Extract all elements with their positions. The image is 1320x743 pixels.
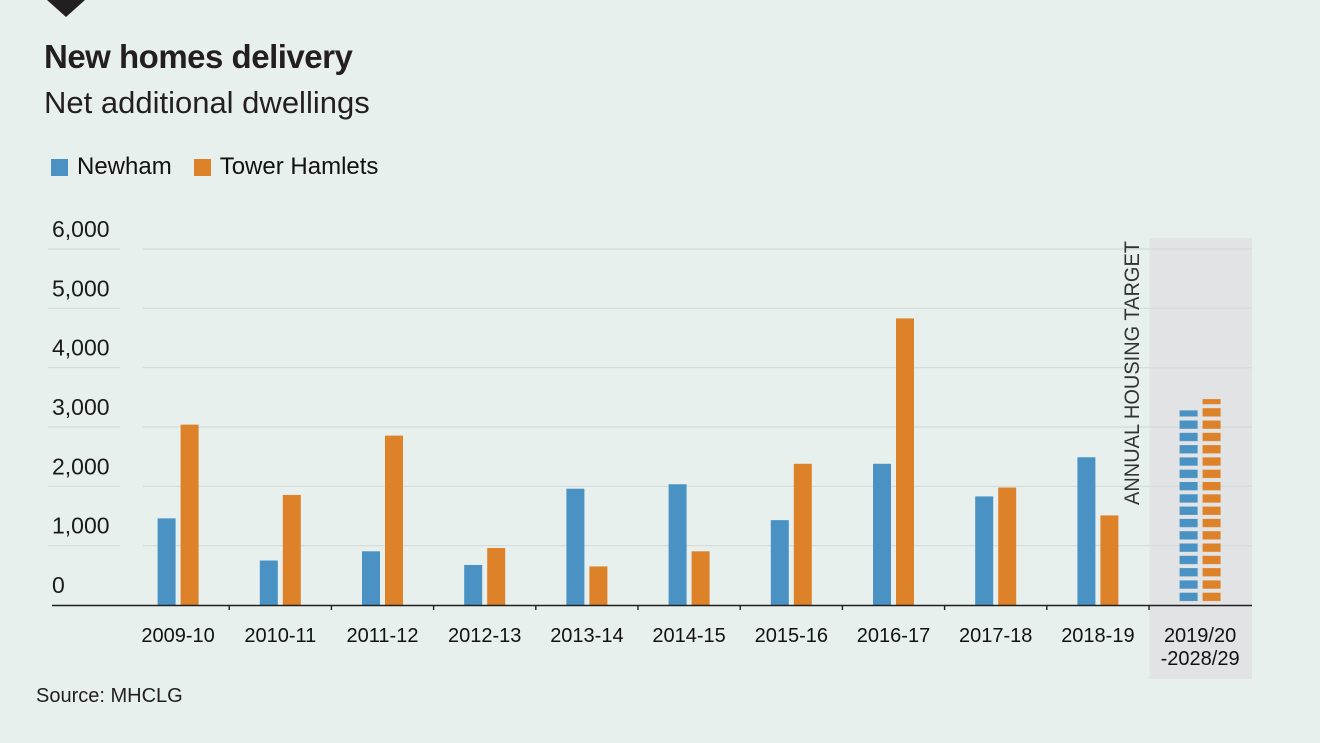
x-axis-ticks bbox=[228, 605, 1150, 610]
bar-tower-hamlets bbox=[180, 424, 199, 605]
y-tick-label: 1,000 bbox=[52, 513, 110, 539]
target-band bbox=[1149, 238, 1252, 679]
bar-tower-hamlets bbox=[487, 548, 506, 605]
y-tick-label: 3,000 bbox=[52, 394, 110, 420]
chart-subtitle: Net additional dwellings bbox=[44, 85, 370, 120]
bar-newham bbox=[362, 551, 380, 605]
x-tick-label: 2014-15 bbox=[652, 625, 725, 647]
bar-tower-hamlets bbox=[385, 435, 403, 605]
target-bar-newham bbox=[1179, 410, 1198, 605]
bar-newham bbox=[566, 488, 585, 605]
x-tick-label: 2017-18 bbox=[959, 625, 1032, 647]
legend-swatch-tower-hamlets bbox=[193, 158, 211, 176]
bar-tower-hamlets bbox=[896, 318, 914, 605]
bar-newham bbox=[975, 496, 994, 605]
legend-item-newham: Newham bbox=[51, 153, 172, 181]
bar-newham bbox=[157, 518, 176, 605]
y-tick-label: 4,000 bbox=[52, 335, 110, 361]
x-tick-label: 2009-10 bbox=[141, 625, 214, 647]
x-tick-label: 2010-11 bbox=[244, 625, 316, 647]
bar-tower-hamlets bbox=[793, 463, 812, 605]
target-bar-tower-hamlets bbox=[1202, 399, 1221, 605]
x-tick-label: 2015-16 bbox=[755, 625, 828, 647]
y-axis-labels: 0 1,000 2,000 3,000 4,000 5,000 6,000 bbox=[52, 216, 110, 598]
x-tick-label: -2028/29 bbox=[1161, 648, 1240, 670]
x-axis-labels: 2009-10 2010-11 2011-12 2012-13 2013-14 2014-… bbox=[141, 625, 1239, 670]
x-tick-label: 2016-17 bbox=[857, 625, 930, 647]
source-note: Source: MHCLG bbox=[36, 685, 183, 707]
chart-title: New homes delivery bbox=[44, 38, 353, 75]
bar-tower-hamlets bbox=[1100, 515, 1119, 605]
x-tick-label: 2019/20 bbox=[1164, 625, 1236, 647]
bar-newham bbox=[259, 560, 278, 605]
x-tick-label: 2013-14 bbox=[550, 625, 623, 647]
bar-newham bbox=[464, 564, 483, 605]
bar-tower-hamlets bbox=[998, 487, 1017, 605]
bars bbox=[157, 318, 1221, 605]
bar-tower-hamlets bbox=[282, 494, 301, 605]
bar-tower-hamlets bbox=[691, 551, 710, 605]
legend-label-newham: Newham bbox=[77, 153, 172, 180]
legend: Newham Tower Hamlets bbox=[51, 153, 400, 181]
y-tick-label: 6,000 bbox=[52, 216, 110, 242]
header-marker-triangle bbox=[47, 0, 85, 17]
legend-label-tower-hamlets: Tower Hamlets bbox=[219, 153, 379, 180]
x-tick-label: 2018-19 bbox=[1061, 625, 1134, 647]
bar-newham bbox=[668, 484, 687, 605]
annual-housing-target-label: ANNUAL HOUSING TARGET bbox=[1121, 241, 1144, 505]
y-tick-label: 5,000 bbox=[52, 275, 110, 301]
y-tick-label: 0 bbox=[52, 572, 65, 598]
bar-newham bbox=[1077, 457, 1096, 605]
bar-newham bbox=[770, 520, 789, 605]
y-tick-label: 2,000 bbox=[52, 453, 110, 479]
bar-newham bbox=[873, 463, 891, 605]
gridlines bbox=[48, 248, 1252, 547]
legend-swatch-newham bbox=[51, 158, 68, 176]
legend-item-tower-hamlets: Tower Hamlets bbox=[193, 153, 379, 181]
x-tick-label: 2011-12 bbox=[347, 625, 419, 647]
x-tick-label: 2012-13 bbox=[448, 625, 521, 647]
bar-tower-hamlets bbox=[589, 566, 608, 605]
